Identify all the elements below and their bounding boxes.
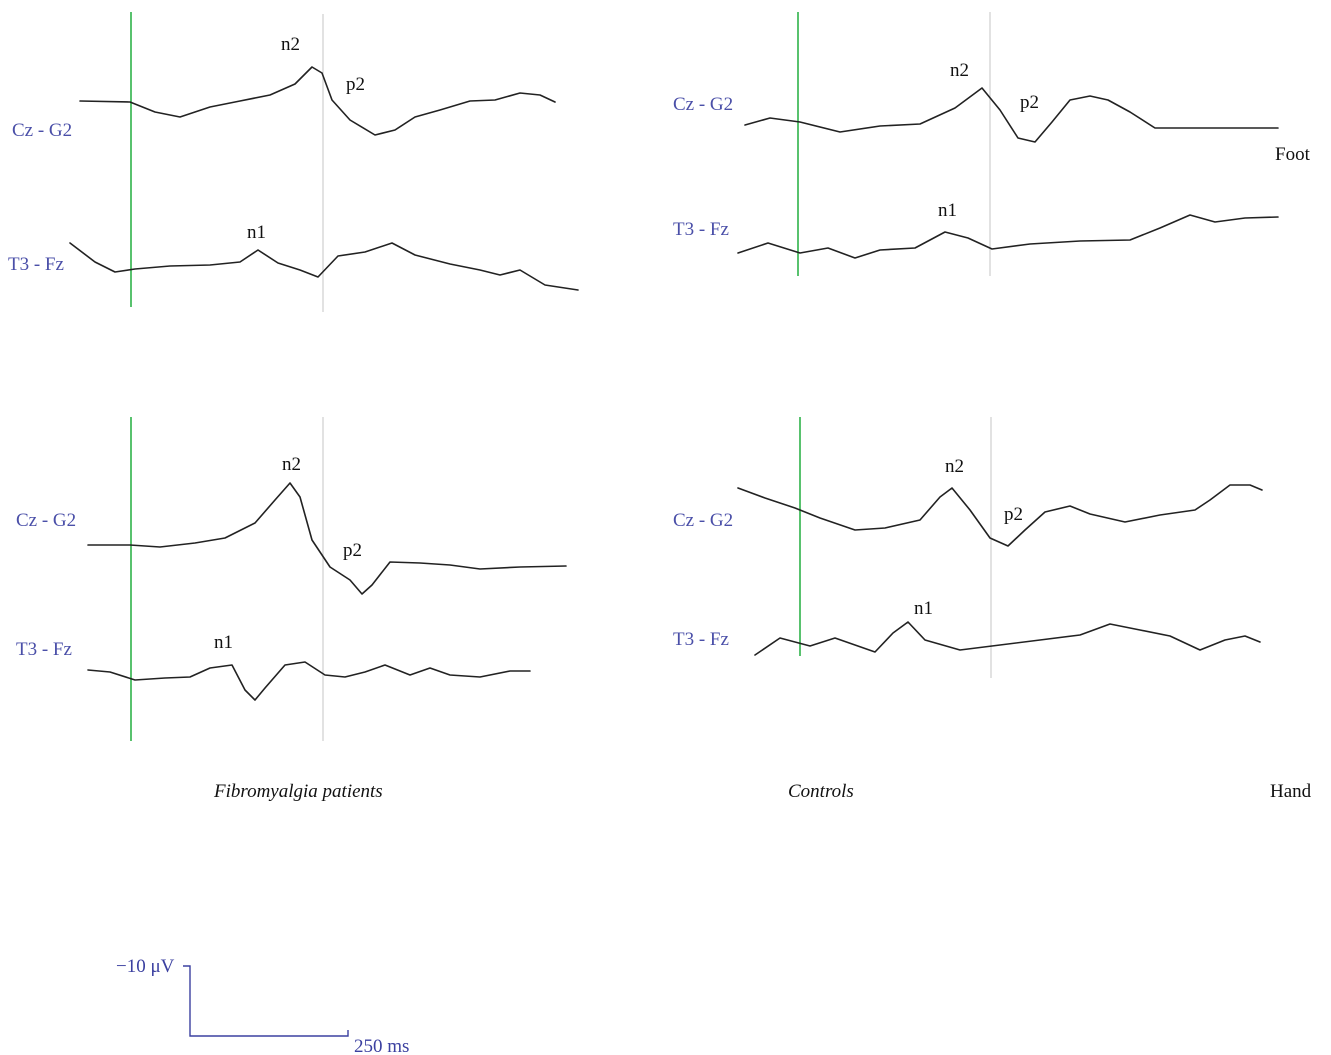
waveform-trace: [69, 242, 579, 291]
waveform-trace: [87, 661, 531, 701]
peak-label: n2: [950, 60, 969, 81]
channel-label: Cz - G2: [673, 94, 733, 115]
peak-label: p2: [1004, 504, 1023, 525]
row-label-foot: Foot: [1275, 144, 1311, 165]
peak-label: n2: [281, 34, 300, 55]
waveform-trace: [87, 482, 567, 595]
waveform-traces: [69, 66, 1279, 701]
scale-bar-time: 250 ms: [354, 1036, 409, 1055]
peak-label: n1: [247, 222, 266, 243]
channel-label: T3 - Fz: [673, 219, 729, 240]
peak-label: p2: [1020, 92, 1039, 113]
channel-label: Cz - G2: [673, 510, 733, 531]
peak-label: n2: [945, 456, 964, 477]
peak-label: n2: [282, 454, 301, 475]
row-label-hand: Hand: [1270, 781, 1312, 802]
waveform-trace: [79, 66, 556, 136]
peak-label: n1: [914, 598, 933, 619]
group-caption-controls: Controls: [788, 781, 854, 802]
scale-bar-amplitude: −10 μV: [116, 956, 175, 977]
scale-bar-axes: [183, 965, 349, 1037]
channel-label: Cz - G2: [16, 510, 76, 531]
channel-label: T3 - Fz: [673, 629, 729, 650]
peak-label: p2: [343, 540, 362, 561]
channel-label: Cz - G2: [12, 120, 72, 141]
channel-label: T3 - Fz: [8, 254, 64, 275]
scale-bar: −10 μV 250 ms: [116, 956, 409, 1055]
group-caption-patients: Fibromyalgia patients: [213, 781, 383, 802]
waveform-trace: [737, 484, 1263, 547]
peak-label: p2: [346, 74, 365, 95]
waveform-trace: [744, 87, 1279, 143]
waveform-trace: [737, 214, 1279, 259]
peak-label: n1: [938, 200, 957, 221]
waveform-trace: [754, 621, 1261, 656]
channel-label: T3 - Fz: [16, 639, 72, 660]
peak-label: n1: [214, 632, 233, 653]
